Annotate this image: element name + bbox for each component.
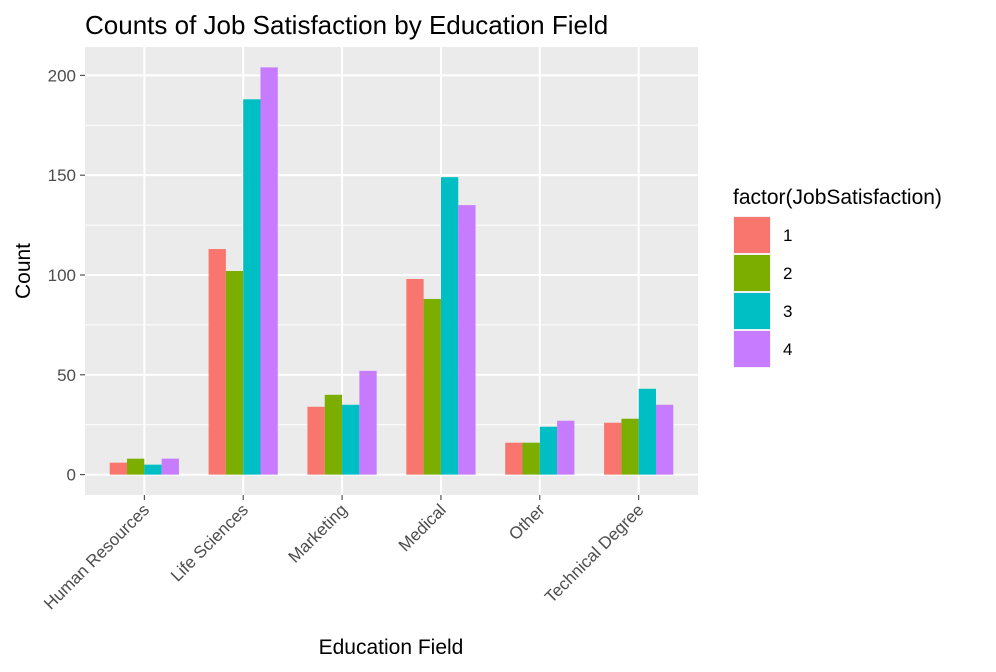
bar [225,271,244,475]
bars [109,67,674,475]
legend-keys: 1 2 3 4 [733,216,792,368]
x-tick-label: Other [505,500,549,544]
legend-key-swatch [734,293,770,329]
plot-panel [85,47,698,495]
x-tick-label: Life Sciences [167,500,252,585]
legend-label: 2 [783,264,792,283]
bar [604,422,622,475]
y-tick-label: 100 [48,266,76,285]
x-tick-label: Medical [395,500,450,555]
y-tick-label: 0 [67,466,76,485]
bar [359,370,377,475]
legend-label: 4 [783,340,792,359]
bar [109,462,128,475]
bar [127,458,145,475]
legend: factor(JobSatisfaction) 1 2 3 4 [733,186,942,368]
chart-title: Counts of Job Satisfaction by Education … [85,10,608,40]
bar [505,442,523,475]
bar [655,404,674,475]
x-tick-label: Marketing [285,500,351,566]
legend-label: 1 [783,226,792,245]
panel-background [85,47,698,495]
minor-gridlines [85,124,698,426]
bar [557,420,575,475]
legend-key-swatch [734,255,770,291]
y-tick-label: 50 [57,366,76,385]
bar [440,177,459,475]
bar [638,388,656,475]
bar [458,205,476,475]
y-axis: 0 50 100 150 200 [48,66,85,485]
x-tick-label: Technical Degree [541,500,647,606]
x-axis: Human Resources Life Sciences Marketing Med… [40,495,648,613]
bar [307,406,325,475]
bar [342,404,360,475]
bar [522,442,540,475]
bar [161,458,179,475]
bar [423,298,441,475]
legend-label: 3 [783,302,792,321]
legend-title: factor(JobSatisfaction) [733,186,942,209]
x-tick-label: Human Resources [40,500,153,613]
bar [324,394,343,475]
y-tick-label: 200 [48,66,76,85]
bar [260,67,278,475]
bar [144,464,162,475]
bar [243,99,261,475]
legend-key-swatch [734,331,770,367]
y-tick-label: 150 [48,166,76,185]
legend-key-swatch [734,217,770,253]
bar [621,418,639,475]
bar [208,249,226,475]
x-axis-title: Education Field [319,636,464,659]
y-axis-title: Count [12,243,35,299]
bar [406,278,424,475]
bar [539,426,558,475]
